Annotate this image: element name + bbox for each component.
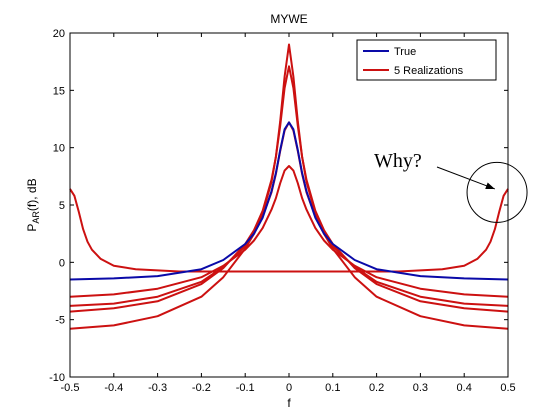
y-tick-label: 0 — [59, 257, 65, 269]
series-line-realization-5 — [69, 165, 509, 298]
legend-label-realizations: 5 Realizations — [394, 65, 464, 77]
x-tick-label: 0.3 — [413, 382, 428, 394]
x-tick-label: 0.5 — [500, 382, 515, 394]
x-tick-label: -0.5 — [61, 382, 80, 394]
ticks-layer: -0.5 -0.4 -0.3 -0.2 -0.1 0 0.1 0.2 0.3 0.4 0.5 -10 -… — [49, 28, 516, 394]
y-axis-label: PAR(f), dB — [25, 178, 41, 231]
y-tick-label: 10 — [53, 143, 65, 155]
series-line-true — [69, 121, 509, 281]
y-tick-label: 5 — [59, 200, 65, 212]
annotation-circle — [466, 161, 528, 223]
y-tick-label: -10 — [49, 372, 65, 384]
x-tick-label: -0.1 — [236, 382, 255, 394]
series-line-realization-2 — [69, 43, 509, 330]
x-tick-label: -0.4 — [104, 382, 123, 394]
y-tick-label: -5 — [55, 315, 65, 327]
x-tick-label: 0.4 — [457, 382, 472, 394]
y-tick-label: 20 — [53, 28, 65, 40]
x-tick-label: 0 — [286, 382, 292, 394]
legend-box — [356, 39, 497, 81]
x-axis-label: f — [287, 396, 291, 410]
x-tick-label: -0.3 — [148, 382, 167, 394]
annotation-arrow — [436, 166, 496, 190]
y-tick-label: 15 — [53, 85, 65, 97]
legend: True 5 Realizations — [356, 39, 497, 81]
x-tick-label: -0.2 — [192, 382, 211, 394]
x-tick-label: 0.1 — [325, 382, 340, 394]
y-axis-label-rest: (f), dB — [25, 178, 39, 211]
x-tick-label: 0.2 — [369, 382, 384, 394]
legend-label-true: True — [394, 46, 416, 58]
annotation-text: Why? — [374, 150, 422, 172]
series-layer — [69, 43, 509, 330]
series-line-realization-1 — [69, 188, 509, 273]
annotation-arrowhead — [485, 182, 495, 190]
annotation: Why? — [374, 150, 528, 223]
y-axis-label-sub: AR — [31, 211, 41, 224]
chart-title: MYWE — [270, 12, 307, 26]
y-axis-label-main: P — [25, 224, 39, 232]
